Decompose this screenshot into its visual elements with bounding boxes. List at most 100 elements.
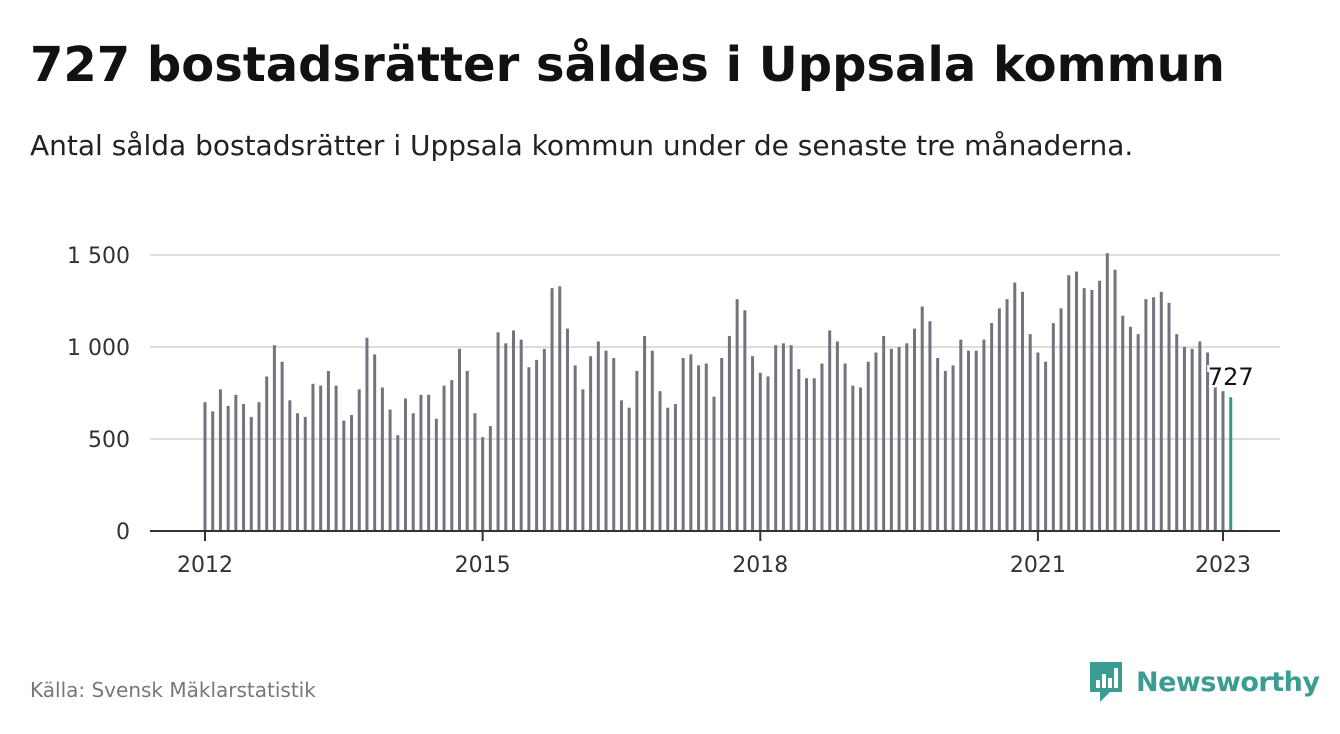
bar xyxy=(720,358,723,531)
highlight-value-label: 727 xyxy=(1208,363,1254,391)
y-tick-label: 1 500 xyxy=(67,244,130,269)
y-tick-label: 500 xyxy=(88,428,130,453)
bar xyxy=(581,389,584,531)
x-tick-label: 2015 xyxy=(455,553,511,578)
bar xyxy=(705,364,708,531)
bar xyxy=(527,367,530,531)
bar xyxy=(728,336,731,531)
bar xyxy=(836,341,839,531)
bar xyxy=(389,410,392,531)
bar xyxy=(466,371,469,531)
bar-chart: 0 500 1 000 1 500 2012 2015 2018 2021 2023 727 xyxy=(0,0,1340,640)
bar xyxy=(350,415,353,531)
bar xyxy=(651,351,654,531)
bar xyxy=(751,356,754,531)
bar xyxy=(905,343,908,531)
bar xyxy=(1067,275,1070,531)
bar xyxy=(396,435,399,531)
brand-logo[interactable]: Newsworthy xyxy=(1088,660,1319,704)
bar xyxy=(874,353,877,531)
bar xyxy=(936,358,939,531)
bar xyxy=(628,408,631,531)
bar xyxy=(921,307,924,531)
bar xyxy=(512,330,515,531)
bar xyxy=(859,387,862,531)
bar xyxy=(204,402,207,531)
bar xyxy=(1129,327,1132,531)
bar xyxy=(674,404,677,531)
bar xyxy=(697,365,700,531)
bar xyxy=(589,356,592,531)
bar xyxy=(597,341,600,531)
bar xyxy=(620,400,623,531)
bar xyxy=(1075,272,1078,531)
bar xyxy=(666,408,669,531)
bar xyxy=(520,340,523,531)
y-tick-label: 1 000 xyxy=(67,336,130,361)
bar xyxy=(427,395,430,531)
bar xyxy=(1060,308,1063,531)
bar xyxy=(990,323,993,531)
bar xyxy=(458,349,461,531)
bar xyxy=(774,345,777,531)
bar xyxy=(1044,362,1047,531)
bar xyxy=(551,288,554,531)
bar xyxy=(820,364,823,531)
bar xyxy=(497,332,500,531)
bar xyxy=(898,347,901,531)
bar xyxy=(967,351,970,531)
y-tick-label: 0 xyxy=(116,520,130,545)
bar-highlight xyxy=(1229,397,1232,531)
bar xyxy=(419,395,422,531)
bar xyxy=(327,371,330,531)
bar xyxy=(535,360,538,531)
bar xyxy=(558,286,561,531)
bar xyxy=(404,399,407,531)
bar xyxy=(682,358,685,531)
bar xyxy=(543,349,546,531)
bar xyxy=(1013,283,1016,531)
bar xyxy=(219,389,222,531)
bar xyxy=(1052,323,1055,531)
bar xyxy=(1137,334,1140,531)
bar xyxy=(1183,347,1186,531)
bar xyxy=(713,397,716,531)
bar xyxy=(1175,334,1178,531)
bar xyxy=(311,384,314,531)
bar xyxy=(790,345,793,531)
bar xyxy=(913,329,916,531)
bar xyxy=(1121,316,1124,531)
bar xyxy=(250,417,253,531)
bar xyxy=(813,378,816,531)
bar xyxy=(643,336,646,531)
bar xyxy=(566,329,569,531)
bar xyxy=(998,308,1001,531)
bar xyxy=(481,437,484,531)
source-note: Källa: Svensk Mäklarstatistik xyxy=(30,676,316,704)
bar xyxy=(844,364,847,531)
bar xyxy=(1160,292,1163,531)
bar xyxy=(358,389,361,531)
bar xyxy=(1036,353,1039,531)
bar xyxy=(1006,299,1009,531)
bar xyxy=(1168,303,1171,531)
bar xyxy=(1029,334,1032,531)
bar xyxy=(304,417,307,531)
bar xyxy=(227,406,230,531)
bar xyxy=(975,351,978,531)
bar xyxy=(273,345,276,531)
bar xyxy=(1083,288,1086,531)
bar xyxy=(743,310,746,531)
bar xyxy=(659,391,662,531)
bar xyxy=(1090,290,1093,531)
bar xyxy=(319,386,322,531)
bar xyxy=(1021,292,1024,531)
bar xyxy=(211,411,214,531)
x-tick-label: 2021 xyxy=(1010,553,1066,578)
bar xyxy=(489,426,492,531)
bar xyxy=(1144,299,1147,531)
bar xyxy=(797,369,800,531)
bar xyxy=(1152,297,1155,531)
bar xyxy=(828,330,831,531)
bar xyxy=(882,336,885,531)
